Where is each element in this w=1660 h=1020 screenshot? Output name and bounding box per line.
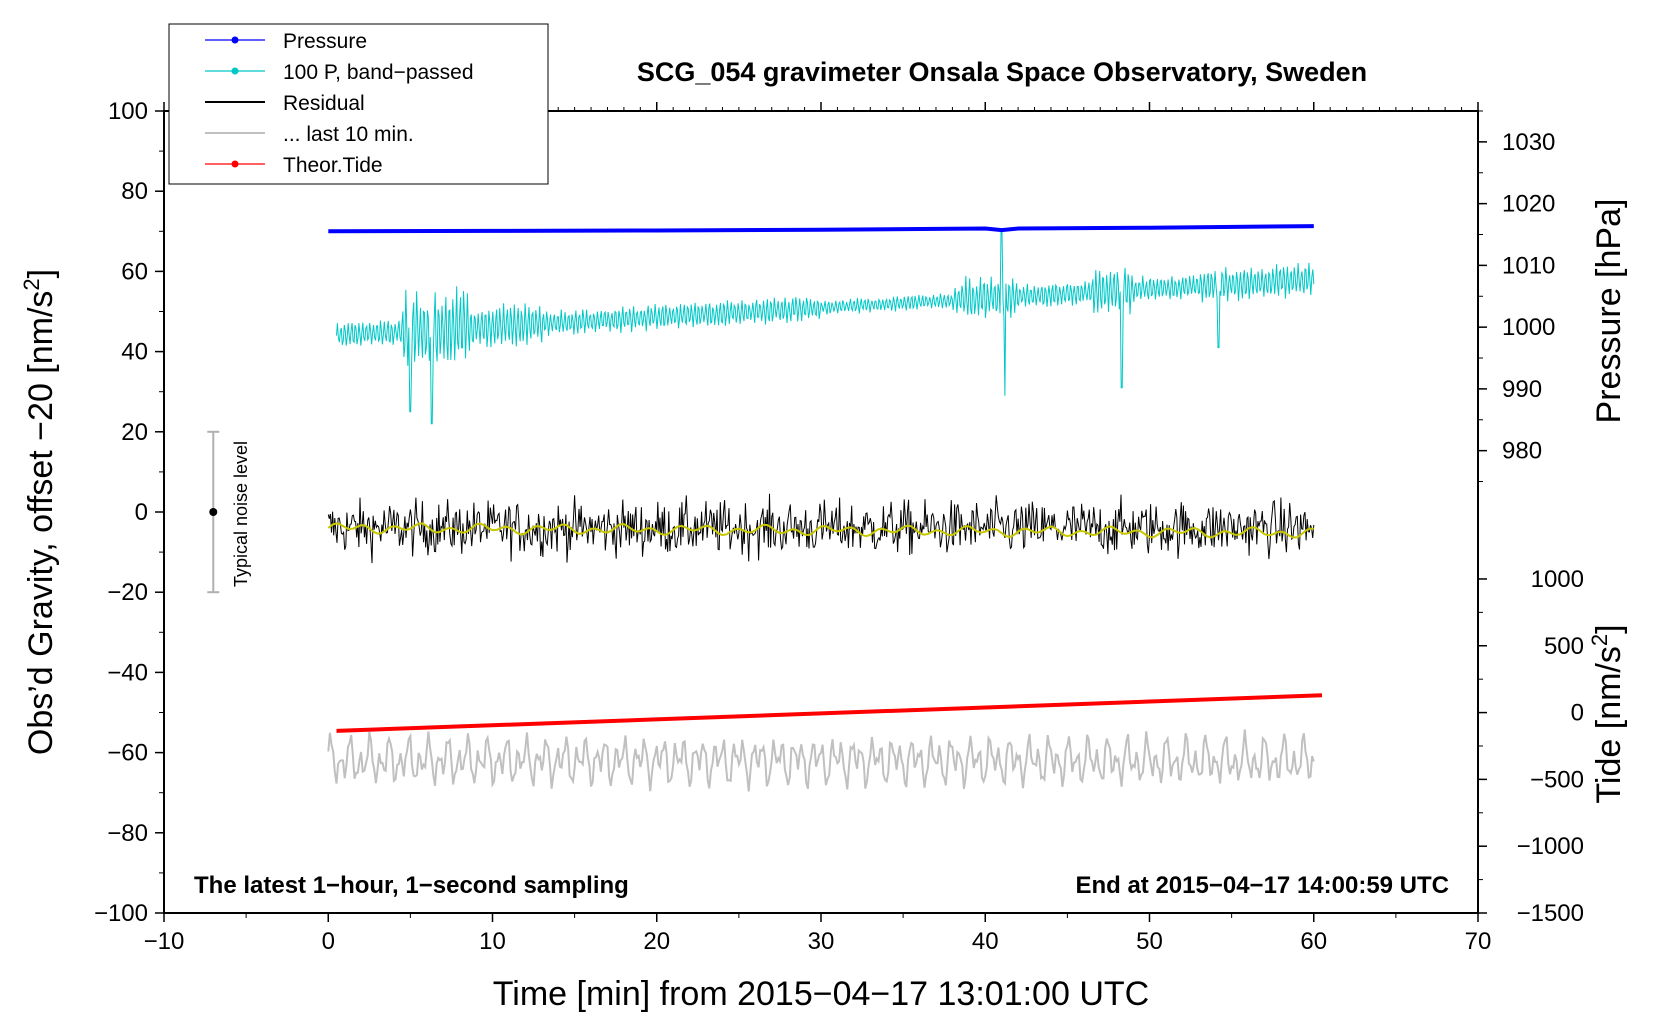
x-tick-label: 60 (1300, 928, 1327, 955)
last-10-min-line (327, 729, 1315, 792)
tide-tick-label: −1500 (1517, 900, 1584, 927)
y-tick-label: −20 (107, 579, 148, 606)
residual-line (327, 493, 1315, 564)
y-tick-label: 60 (121, 258, 148, 285)
legend-box (168, 23, 549, 185)
x-tick-label: −10 (144, 928, 185, 955)
y-tick-label: 40 (121, 339, 148, 366)
pressure-tick-label: 1030 (1502, 129, 1555, 156)
y-tick-label: −60 (107, 740, 148, 767)
pressure-tick-label: 990 (1502, 376, 1542, 403)
y-tick-label: −80 (107, 820, 148, 847)
x-tick-label: 50 (1136, 928, 1163, 955)
y-tick-label: 80 (121, 178, 148, 205)
pressure-tick-label: 1000 (1502, 314, 1555, 341)
x-axis-title: Time [min] from 2015−04−17 13:01:00 UTC (493, 975, 1149, 1013)
x-tick-label: 20 (643, 928, 670, 955)
legend-label-residual: Residual (283, 92, 365, 115)
x-tick-label: 0 (322, 928, 335, 955)
legend-marker-bandpassed (231, 67, 239, 75)
y-axis-title-left-end: ] (22, 269, 60, 278)
x-tick-label: 30 (808, 928, 835, 955)
y-axis-title-tide-main: Tide [nm/s (1590, 646, 1628, 803)
y-tick-label: 20 (121, 419, 148, 446)
y-axis-title-pressure: Pressure [hPa] (1590, 199, 1628, 424)
x-tick-label: 40 (972, 928, 999, 955)
tide-tick-label: −1000 (1517, 833, 1584, 860)
legend-label-tide: Theor.Tide (283, 154, 383, 177)
y-tick-label: −100 (94, 900, 148, 927)
legend-label-last10: ... last 10 min. (283, 123, 414, 146)
y-axis-title-left-sup: 2 (19, 278, 44, 290)
theor-tide-line (336, 693, 1323, 733)
tide-tick-label: 0 (1571, 700, 1584, 727)
chart-title: SCG_054 gravimeter Onsala Space Observat… (637, 57, 1367, 87)
y-axis-title-left: Obs’d Gravity, offset −20 [nm/s2] (19, 269, 60, 755)
note-right: End at 2015−04−17 14:00:59 UTC (1075, 872, 1449, 899)
pressure-tick-label: 1020 (1502, 191, 1555, 218)
pressure-tick-label: 1010 (1502, 252, 1555, 279)
note-left: The latest 1−hour, 1−second sampling (194, 872, 629, 899)
ticks-layer: −10 0 10 20 30 40 50 60 70100806040200−20−40−60−… (94, 98, 1584, 955)
x-tick-label: 10 (479, 928, 506, 955)
y-tick-label: 0 (135, 499, 148, 526)
tide-tick-label: −500 (1530, 766, 1584, 793)
legend-marker-tide (231, 160, 239, 168)
y-tick-label: −40 (107, 659, 148, 686)
noise-label: Typical noise level (231, 441, 251, 587)
noise-indicator: Typical noise level (207, 430, 251, 594)
y-axis-title-tide-end: ] (1590, 624, 1628, 633)
legend-marker-pressure (231, 36, 239, 44)
series-layer (327, 224, 1323, 792)
tide-tick-label: 1000 (1531, 566, 1584, 593)
y-axis-title-tide-sup: 2 (1587, 634, 1612, 646)
y-axis-title-left-main: Obs’d Gravity, offset −20 [nm/s (22, 291, 60, 756)
tide-tick-label: 500 (1544, 633, 1584, 660)
pressure-line (328, 224, 1314, 234)
legend: Pressure 100 P, band−passed Residual ...… (168, 23, 549, 185)
legend-label-bandpassed: 100 P, band−passed (283, 61, 474, 84)
legend-label-pressure: Pressure (283, 30, 367, 53)
smoothed-residual-line (327, 522, 1314, 539)
noise-bar-center-dot (209, 508, 218, 516)
bandpassed-pressure-line (336, 230, 1315, 425)
pressure-tick-label: 980 (1502, 438, 1542, 465)
y-tick-label: 100 (108, 98, 148, 125)
x-tick-label: 70 (1465, 928, 1492, 955)
y-axis-title-tide: Tide [nm/s2] (1587, 624, 1628, 803)
